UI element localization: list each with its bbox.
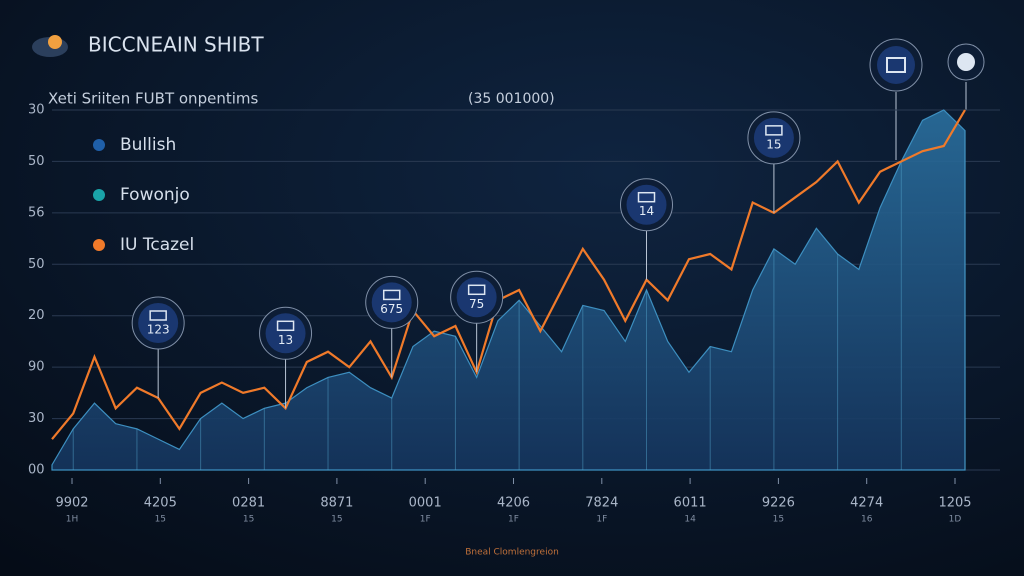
x-tick-label: 4274 [850,496,883,511]
chart-title: BICCNEAIN SHIBT [88,33,264,57]
x-tick-sublabel: 1F [508,515,519,525]
x-tick-sublabel: 1F [420,515,431,525]
x-tick-label: 7824 [585,496,618,511]
icon-bubble [869,38,923,160]
x-tick-label: 8871 [320,496,353,511]
subtitle: Xeti Sriiten FUBT onpentims [48,90,258,108]
y-tick-label: 30 [28,103,45,118]
annotation-bubble [626,184,667,225]
x-tick-label: 6011 [674,496,707,511]
x-tick-label: 9902 [55,496,88,511]
x-tick-sublabel: 14 [684,515,696,525]
annotation-bubble [371,282,412,323]
x-tick-label: 0281 [232,496,265,511]
annotation: 13 [259,306,313,409]
annotation: 75 [450,270,504,373]
annotation-icon [637,191,656,203]
legend-label: IU Tcazel [120,235,194,255]
y-tick-label: 90 [28,360,45,375]
annotation-bubble [456,277,497,318]
annotation: 14 [620,178,674,280]
annotation-label: 14 [639,204,654,218]
annotation-label: 123 [147,323,170,337]
legend-label: Fowonjo [120,185,190,205]
annotation-label: 75 [469,297,484,311]
note: (35 001000) [468,91,555,107]
logo [32,35,68,57]
annotation-icon [467,284,486,296]
annotation-bubble [265,313,306,354]
x-tick-label: 1205 [938,496,971,511]
line [51,109,966,440]
legend-marker [93,239,105,251]
annotation-icon [382,289,401,301]
x-tick-sublabel: 15 [243,515,254,525]
annotation: 675 [365,275,419,378]
y-tick-label: 20 [28,308,45,323]
annotation: 123 [131,296,185,398]
x-tick-sublabel: 1F [596,515,607,525]
x-tick-sublabel: 15 [331,515,342,525]
x-tick-sublabel: 15 [773,515,784,525]
legend-marker [93,189,105,201]
annotation-icon [276,320,295,332]
annotation-bubble [138,303,179,343]
x-tick-sublabel: 15 [155,515,166,525]
annotation-icon [765,125,783,136]
annotation-icon [149,310,167,321]
x-tick-sublabel: 1D [949,515,962,525]
annotation-label: 675 [380,302,403,316]
annotation-bubble [753,117,794,158]
annotation: 15 [747,111,801,213]
footer: Bneal Clomlengreion [465,548,559,558]
annotation-label: 13 [278,333,293,347]
y-tick-label: 50 [28,154,45,169]
y-tick-label: 30 [28,411,45,426]
x-tick-sublabel: 16 [861,515,873,525]
x-tick-label: 9226 [762,496,795,511]
y-tick-label: 00 [28,463,45,478]
y-tick-label: 56 [28,205,45,220]
x-tick-sublabel: 1H [66,515,79,525]
icon-bubble [947,43,985,110]
x-tick-label: 4205 [144,496,177,511]
annotation-label: 15 [766,137,781,151]
x-tick-label: 4206 [497,496,530,511]
y-tick-label: 50 [28,257,45,272]
legend-label: Bullish [120,135,176,155]
x-tick-label: 0001 [409,496,442,511]
legend-marker [93,139,105,151]
